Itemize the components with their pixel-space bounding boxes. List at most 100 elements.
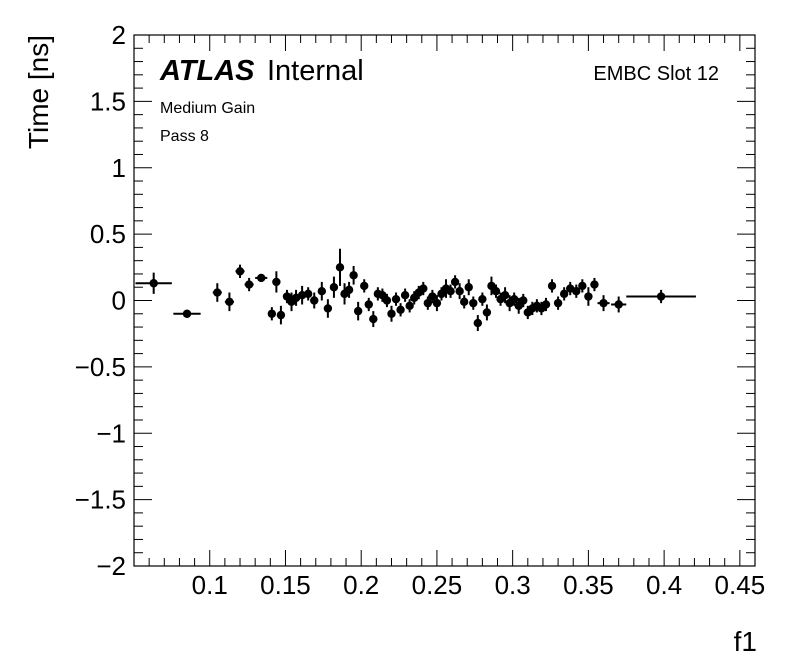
point-marker (267, 309, 277, 318)
point-marker (349, 271, 358, 280)
data-point (491, 284, 501, 298)
point-marker (572, 287, 581, 296)
data-point (369, 311, 378, 328)
point-marker (464, 283, 473, 292)
data-point (450, 275, 460, 289)
point-marker (303, 289, 313, 299)
data-point (464, 279, 473, 296)
point-marker (329, 283, 339, 292)
data-point (212, 283, 222, 302)
data-point (553, 296, 563, 310)
data-point (272, 271, 281, 293)
axis-ticks (133, 34, 756, 567)
data-point (235, 264, 245, 278)
data-point (597, 295, 610, 312)
data-point (400, 288, 410, 302)
data-point (419, 281, 428, 296)
data-point (541, 297, 551, 312)
data-point (473, 315, 483, 332)
point-marker (450, 277, 460, 287)
data-point (509, 292, 519, 306)
pass-label: Pass 8 (160, 128, 209, 145)
y-tick-label: −1 (96, 418, 126, 448)
point-marker (360, 281, 369, 291)
x-tick-labels: 0.1 0.15 0.2 0.25 0.3 0.35 0.4 0.45 (192, 570, 766, 600)
point-marker (405, 301, 414, 311)
point-marker (423, 298, 433, 308)
point-marker (213, 288, 222, 297)
data-point (482, 304, 492, 321)
data-points (135, 248, 696, 332)
data-point (396, 303, 405, 317)
data-point (317, 281, 327, 301)
data-point (626, 289, 696, 304)
data-point (335, 248, 345, 286)
data-point (329, 276, 339, 298)
point-marker (614, 300, 623, 309)
data-point (455, 283, 464, 300)
data-point (382, 293, 392, 308)
data-point (519, 293, 528, 308)
point-marker (225, 297, 234, 307)
data-point (611, 296, 627, 313)
point-marker (400, 290, 410, 300)
point-marker (559, 289, 569, 299)
point-marker (478, 294, 487, 304)
data-point (590, 277, 599, 292)
y-tick-label: 0.5 (90, 219, 126, 249)
point-marker (276, 310, 286, 320)
point-marker (149, 279, 158, 288)
x-tick-label: 0.1 (192, 570, 228, 600)
slot-label: EMBC Slot 12 (593, 63, 719, 85)
y-tick-label: 1 (112, 153, 126, 183)
x-tick-label: 0.15 (260, 570, 311, 600)
data-point (572, 284, 581, 298)
point-marker (382, 296, 392, 305)
point-marker (584, 292, 593, 301)
point-marker (428, 292, 437, 301)
point-marker (599, 298, 608, 308)
data-point (446, 284, 455, 298)
gain-label: Medium Gain (160, 100, 255, 117)
y-tick-label: −1.5 (75, 485, 126, 515)
data-point (387, 305, 396, 322)
x-tick-label: 0.45 (715, 570, 766, 600)
data-point (578, 279, 587, 293)
point-marker (547, 281, 557, 291)
y-tick-labels: −2 −1.5 −1 −0.5 0 0.5 1 1.5 2 (75, 20, 126, 581)
point-marker (553, 298, 563, 308)
data-point (244, 277, 254, 292)
point-marker (244, 280, 254, 289)
point-marker (419, 284, 428, 293)
data-point (405, 299, 414, 313)
data-point (547, 279, 557, 293)
x-tick-label: 0.35 (563, 570, 614, 600)
data-point (428, 289, 437, 304)
x-tick-label: 0.3 (495, 570, 531, 600)
point-marker (656, 292, 666, 301)
point-marker (509, 294, 519, 304)
point-marker (432, 298, 442, 308)
point-marker (323, 304, 333, 313)
data-point (135, 272, 172, 294)
point-marker (541, 300, 551, 309)
point-marker (396, 305, 405, 314)
y-tick-label: −0.5 (75, 352, 126, 382)
atlas-label-internal: Internal (267, 55, 364, 87)
point-marker (182, 309, 192, 318)
x-axis-title: f1 (734, 626, 757, 657)
point-marker (469, 298, 478, 308)
point-marker (335, 263, 345, 272)
point-marker (344, 285, 354, 295)
data-point (267, 307, 277, 321)
y-tick-label: 1.5 (90, 86, 126, 116)
point-marker (364, 300, 373, 309)
data-point (364, 297, 373, 312)
x-tick-label: 0.4 (646, 570, 682, 600)
data-point (224, 292, 234, 312)
data-point (173, 309, 201, 318)
x-tick-label: 0.2 (343, 570, 379, 600)
x-tick-label: 0.25 (412, 570, 463, 600)
point-marker (317, 287, 327, 296)
data-point (478, 292, 487, 306)
